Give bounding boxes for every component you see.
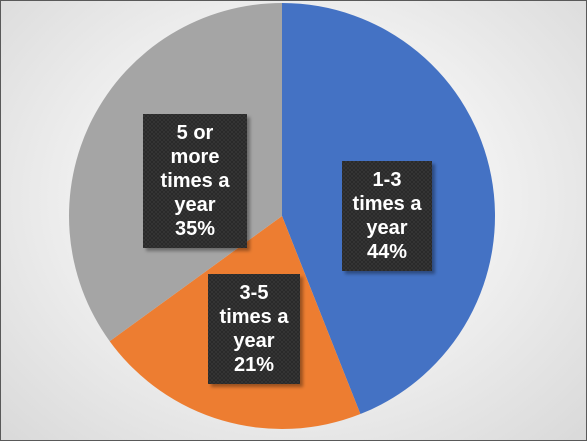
- data-label-text: 1-3: [373, 169, 402, 191]
- data-label-text: times a: [161, 170, 231, 192]
- data-label-text: year: [366, 217, 407, 239]
- data-label-box: [208, 274, 300, 384]
- data-label-text: times a: [220, 306, 290, 328]
- data-label-box: [143, 114, 247, 248]
- data-label-text: year: [233, 330, 274, 352]
- data-label-percent: 21%: [234, 354, 274, 376]
- data-label-percent: 44%: [367, 241, 407, 263]
- data-label-text: more: [171, 146, 220, 168]
- data-label-text: 5 or: [177, 122, 214, 144]
- data-label-text: 3-5: [240, 282, 269, 304]
- data-label-text: year: [174, 194, 215, 216]
- data-label-box: [342, 161, 432, 271]
- data-label-text: times a: [353, 193, 423, 215]
- data-label-percent: 35%: [175, 218, 215, 240]
